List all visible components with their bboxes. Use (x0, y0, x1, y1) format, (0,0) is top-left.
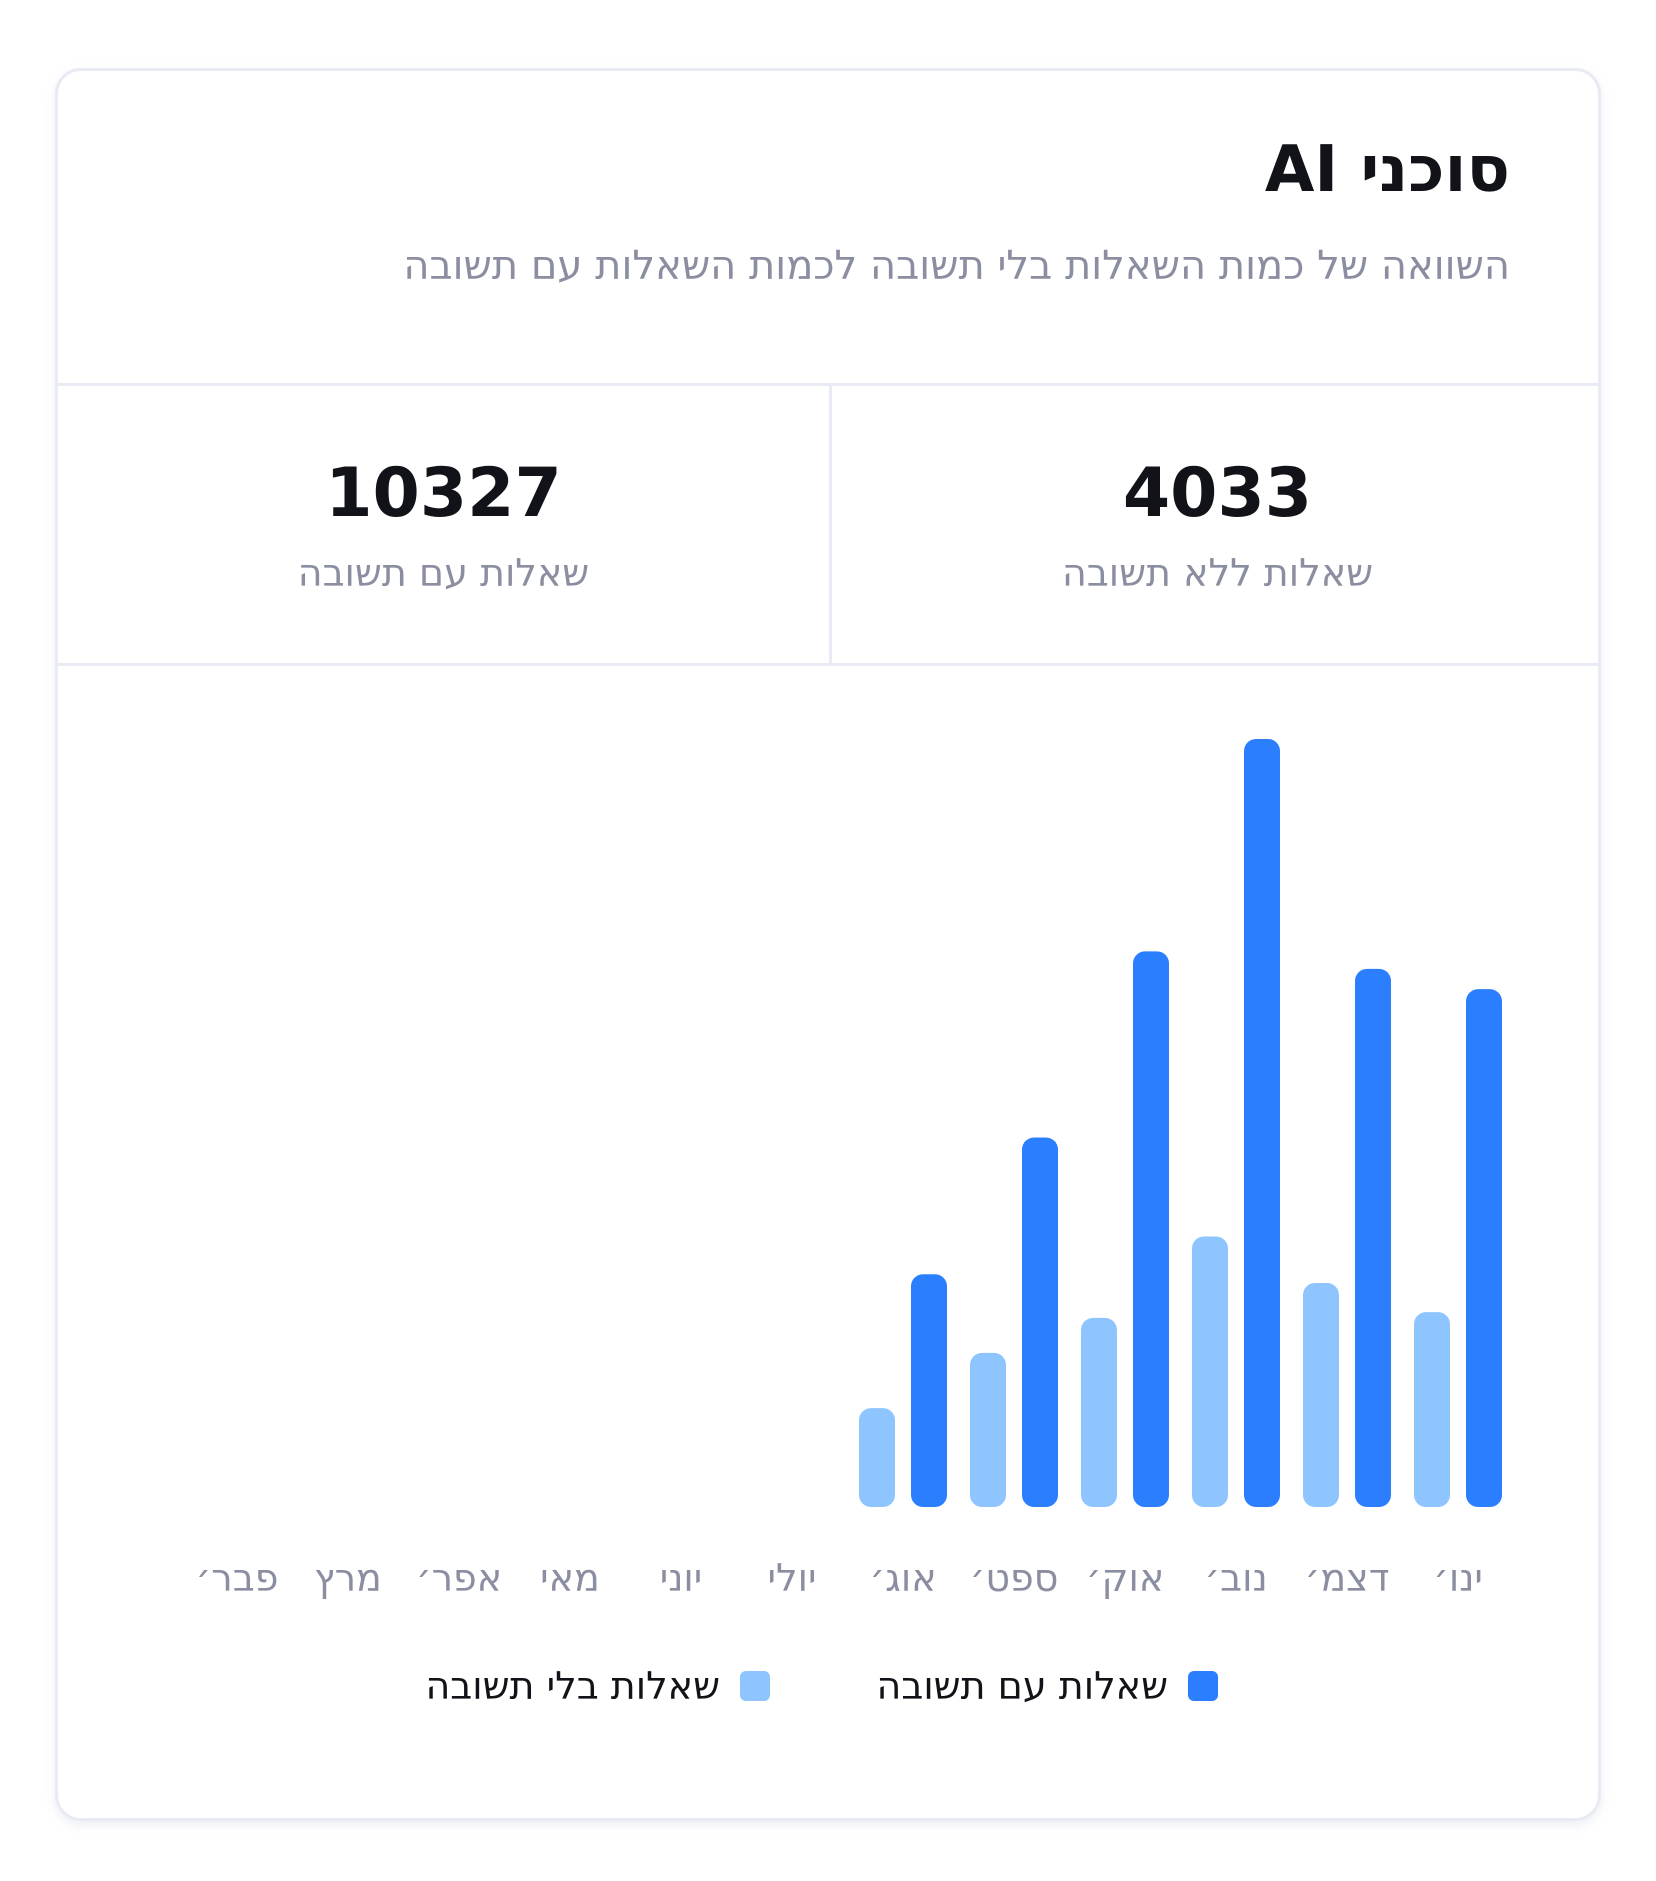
bar-answered-5 (911, 1274, 947, 1507)
bar-answered-4 (1022, 1137, 1058, 1507)
card-header: סוכני AI השוואה של כמות השאלות בלי תשובה… (58, 71, 1598, 383)
legend-item-unanswered: שאלות בלי תשובה (425, 1656, 770, 1716)
x-tick-label: פבר׳ (196, 1556, 279, 1600)
stats-divider (829, 383, 832, 663)
stats-bottom-divider (58, 663, 1598, 666)
bar-answered-0 (1466, 989, 1502, 1507)
bar-unanswered-3 (1081, 1317, 1117, 1507)
legend-swatch-answered (1188, 1671, 1218, 1701)
x-tick-label: יוני (660, 1556, 703, 1600)
stat-answered-label: שאלות עם תשובה (297, 551, 590, 595)
x-tick-label: ספט׳ (970, 1556, 1059, 1600)
chart-legend: שאלות עם תשובה שאלות בלי תשובה (58, 1656, 1598, 1716)
x-tick-label: יולי (768, 1556, 817, 1600)
bar-unanswered-1 (1303, 1283, 1339, 1507)
x-tick-label: אוק׳ (1086, 1556, 1165, 1600)
x-tick-label: נוב׳ (1204, 1556, 1267, 1600)
bar-unanswered-4 (970, 1352, 1006, 1507)
legend-swatch-unanswered (740, 1671, 770, 1701)
x-tick-label: מאי (540, 1556, 600, 1600)
stat-answered-value: 10327 (325, 454, 562, 533)
header-divider (58, 383, 1598, 386)
stat-unanswered-label: שאלות ללא תשובה (1061, 551, 1374, 595)
ai-agents-card: סוכני AI השוואה של כמות השאלות בלי תשובה… (55, 68, 1601, 1821)
bar-unanswered-5 (859, 1408, 895, 1507)
x-tick-label: דצמ׳ (1305, 1556, 1390, 1600)
stat-unanswered: 4033 שאלות ללא תשובה (832, 386, 1598, 663)
legend-label-answered: שאלות עם תשובה (876, 1664, 1168, 1708)
bar-answered-3 (1133, 951, 1169, 1507)
stat-answered: 10327 שאלות עם תשובה (58, 386, 829, 663)
x-tick-label: ינו׳ (1433, 1556, 1483, 1600)
bar-answered-2 (1244, 739, 1280, 1507)
legend-label-unanswered: שאלות בלי תשובה (425, 1664, 720, 1708)
bar-answered-1 (1355, 968, 1391, 1507)
stat-unanswered-value: 4033 (1122, 454, 1313, 533)
bar-chart: ינו׳ דצמ׳ נוב׳ אוק׳ ספט׳ אוג׳ יולי יוני מאי אפר׳ מ… (196, 739, 1502, 1600)
legend-item-answered: שאלות עם תשובה (877, 1656, 1218, 1716)
card-subtitle: השוואה של כמות השאלות בלי תשובה לכמות הש… (403, 243, 1510, 289)
x-tick-label: אפר׳ (416, 1556, 502, 1600)
x-tick-label: מרץ (314, 1556, 382, 1600)
x-tick-label: אוג׳ (869, 1556, 936, 1600)
bar-unanswered-0 (1414, 1312, 1450, 1507)
card-title: סוכני AI (1264, 133, 1510, 207)
bar-unanswered-2 (1192, 1236, 1228, 1507)
